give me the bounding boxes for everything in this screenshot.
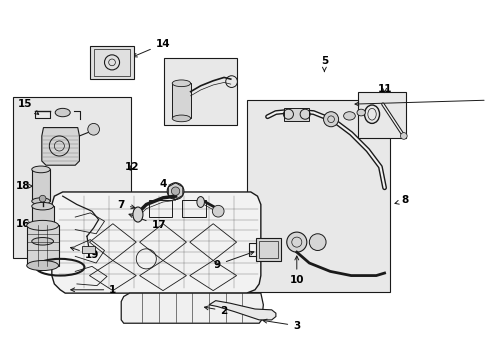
Bar [172, 83, 190, 118]
Circle shape [309, 234, 325, 251]
Circle shape [171, 187, 180, 195]
Text: 2: 2 [204, 306, 227, 316]
Circle shape [400, 132, 407, 139]
Bar [13, 98, 131, 258]
Bar [259, 241, 277, 258]
Bar [247, 100, 389, 292]
Circle shape [286, 232, 306, 252]
Text: 1: 1 [71, 285, 116, 295]
Ellipse shape [27, 220, 59, 230]
Text: 10: 10 [289, 256, 304, 285]
Ellipse shape [356, 109, 365, 116]
Text: 17: 17 [129, 214, 166, 230]
Text: 7: 7 [117, 199, 135, 210]
Bar [163, 58, 237, 125]
Ellipse shape [343, 112, 355, 120]
Polygon shape [208, 301, 275, 320]
Text: 19: 19 [70, 247, 99, 260]
Text: 6: 6 [354, 95, 488, 106]
Text: 18: 18 [16, 181, 33, 191]
Text: 15: 15 [18, 99, 39, 114]
Bar [284, 108, 309, 121]
Text: 9: 9 [213, 251, 253, 270]
Circle shape [39, 195, 46, 202]
Text: 13: 13 [36, 258, 54, 268]
Bar [357, 92, 406, 138]
Ellipse shape [172, 80, 190, 87]
Text: 14: 14 [133, 39, 170, 57]
Bar [255, 238, 280, 261]
Ellipse shape [172, 115, 190, 122]
Ellipse shape [32, 238, 53, 245]
Polygon shape [121, 293, 263, 323]
Text: 5: 5 [320, 56, 327, 71]
Ellipse shape [32, 202, 53, 210]
Polygon shape [41, 127, 79, 165]
Bar [27, 225, 59, 266]
Ellipse shape [55, 108, 70, 117]
Text: 4: 4 [159, 179, 172, 189]
Ellipse shape [32, 166, 50, 173]
Text: 3: 3 [263, 319, 300, 331]
Ellipse shape [32, 198, 50, 204]
Text: 16: 16 [16, 219, 33, 229]
Circle shape [323, 112, 338, 127]
Polygon shape [52, 192, 260, 293]
Bar [148, 200, 172, 217]
Ellipse shape [197, 197, 204, 207]
Bar [32, 206, 53, 241]
Bar [82, 246, 95, 253]
Circle shape [212, 205, 224, 217]
Text: 11: 11 [377, 84, 391, 94]
Ellipse shape [133, 207, 142, 222]
Text: 12: 12 [124, 162, 139, 172]
Bar [94, 49, 129, 76]
Circle shape [167, 183, 183, 199]
Text: 8: 8 [394, 195, 408, 205]
Circle shape [88, 123, 99, 135]
Ellipse shape [27, 261, 59, 271]
Bar [90, 46, 134, 79]
Bar [182, 200, 205, 217]
Bar [32, 170, 50, 201]
